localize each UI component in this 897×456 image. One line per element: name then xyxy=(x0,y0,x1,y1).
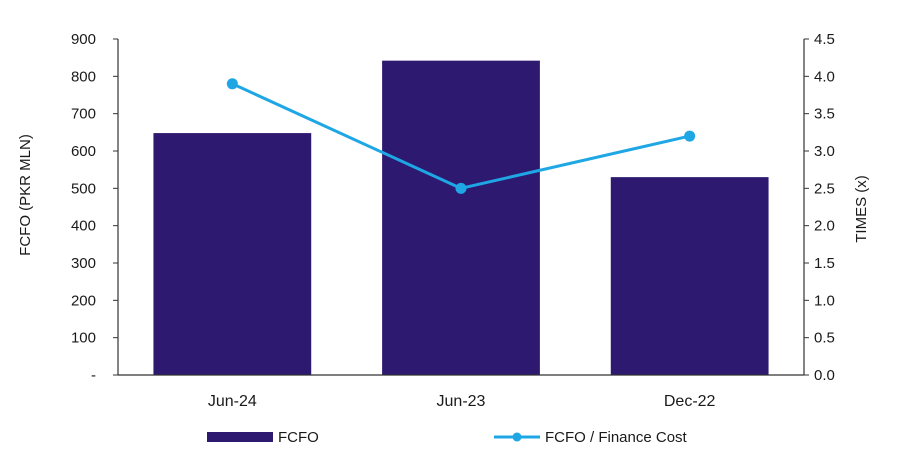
legend-marker-ratio xyxy=(512,432,522,442)
left-tick-label: 100 xyxy=(71,330,96,347)
right-tick-label: 4.5 xyxy=(814,31,835,48)
right-axis-ticks: 0.0 0.5 1.0 1.5 2.0 2.5 3.0 3.5 4.0 4.5 xyxy=(804,31,835,384)
right-tick-label: 0.0 xyxy=(814,367,835,384)
legend-label-ratio: FCFO / Finance Cost xyxy=(545,429,688,446)
left-tick-label: 200 xyxy=(71,292,96,309)
right-tick-label: 0.5 xyxy=(814,330,835,347)
category-label: Jun-24 xyxy=(208,393,257,410)
left-tick-label: 900 xyxy=(71,31,96,48)
right-tick-label: 2.0 xyxy=(814,218,835,235)
left-axis-ticks: - 100 200 300 400 500 600 700 800 900 xyxy=(71,31,118,384)
right-tick-label: 1.0 xyxy=(814,292,835,309)
right-tick-label: 4.0 xyxy=(814,68,835,85)
legend-label-fcfo: FCFO xyxy=(278,429,319,446)
ratio-line-group xyxy=(226,78,696,194)
left-tick-label: 400 xyxy=(71,218,96,235)
category-label: Dec-22 xyxy=(664,393,716,410)
ratio-point-dec-22 xyxy=(684,130,696,142)
category-label: Jun-23 xyxy=(437,393,486,410)
right-axis-title: TIMES (x) xyxy=(853,175,870,243)
bars-group xyxy=(153,60,769,376)
left-tick-label: - xyxy=(91,367,96,384)
ratio-point-jun-23 xyxy=(455,182,467,194)
bar-dec-22 xyxy=(610,177,769,375)
left-tick-label: 800 xyxy=(71,68,96,85)
right-tick-label: 3.5 xyxy=(814,106,835,123)
left-axis-title: FCFO (PKR MLN) xyxy=(17,134,34,256)
left-tick-label: 500 xyxy=(71,180,96,197)
left-tick-label: 700 xyxy=(71,106,96,123)
right-tick-label: 3.0 xyxy=(814,143,835,160)
bar-jun-24 xyxy=(153,133,312,375)
left-tick-label: 600 xyxy=(71,143,96,160)
category-labels: Jun-24 Jun-23 Dec-22 xyxy=(208,393,716,410)
ratio-point-jun-24 xyxy=(226,78,238,90)
bar-jun-23 xyxy=(382,60,540,376)
axes-group xyxy=(117,39,805,376)
legend-swatch-fcfo xyxy=(207,432,273,442)
right-tick-label: 1.5 xyxy=(814,255,835,272)
left-tick-label: 300 xyxy=(71,255,96,272)
legend: FCFO FCFO / Finance Cost xyxy=(207,429,688,446)
right-tick-label: 2.5 xyxy=(814,180,835,197)
